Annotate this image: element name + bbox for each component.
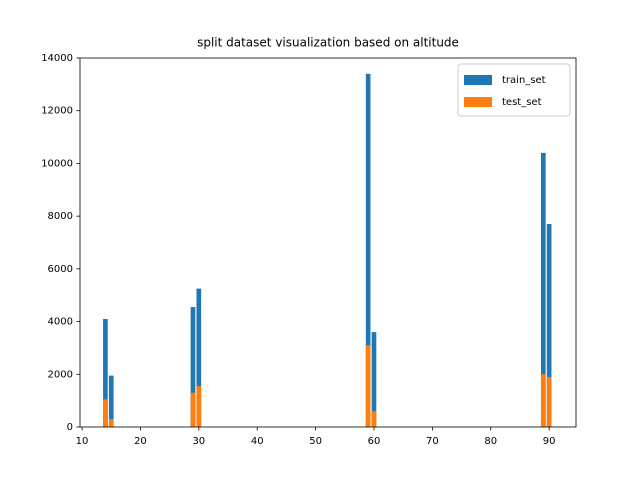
y-tick-label: 10000 [41, 158, 73, 169]
legend-swatch [464, 75, 492, 85]
x-tick-label: 60 [368, 436, 381, 447]
y-tick-label: 6000 [48, 264, 73, 275]
bar [546, 376, 552, 427]
bar [371, 332, 377, 427]
x-tick-label: 70 [426, 436, 439, 447]
y-tick-label: 12000 [41, 106, 73, 117]
legend-label: train_set [502, 75, 546, 86]
bar [103, 399, 108, 427]
bar [365, 345, 371, 427]
bar [190, 392, 196, 427]
bar [108, 375, 114, 427]
legend-label: test_set [502, 97, 542, 108]
x-tick-label: 90 [543, 436, 556, 447]
legend-swatch [464, 97, 492, 107]
y-tick-label: 14000 [41, 53, 73, 64]
x-tick-label: 40 [251, 436, 264, 447]
x-tick-label: 20 [134, 436, 147, 447]
y-tick-label: 2000 [48, 369, 73, 380]
y-tick-label: 8000 [48, 211, 73, 222]
x-tick-label: 10 [76, 436, 89, 447]
bar [196, 288, 202, 427]
y-tick-label: 0 [67, 422, 73, 433]
bar [103, 318, 108, 427]
plot-frame [79, 57, 577, 428]
bar [540, 374, 546, 427]
y-tick-label: 4000 [48, 317, 73, 328]
bar [546, 224, 552, 427]
x-tick-label: 50 [309, 436, 322, 447]
chart-title: split dataset visualization based on alt… [197, 36, 459, 50]
x-tick-label: 80 [484, 436, 497, 447]
bar [190, 307, 196, 427]
bar [196, 386, 202, 427]
legend-box [457, 63, 571, 117]
x-tick-label: 30 [192, 436, 205, 447]
bar [365, 73, 371, 428]
bar [108, 419, 114, 427]
bar [540, 152, 546, 427]
bar [371, 411, 377, 427]
